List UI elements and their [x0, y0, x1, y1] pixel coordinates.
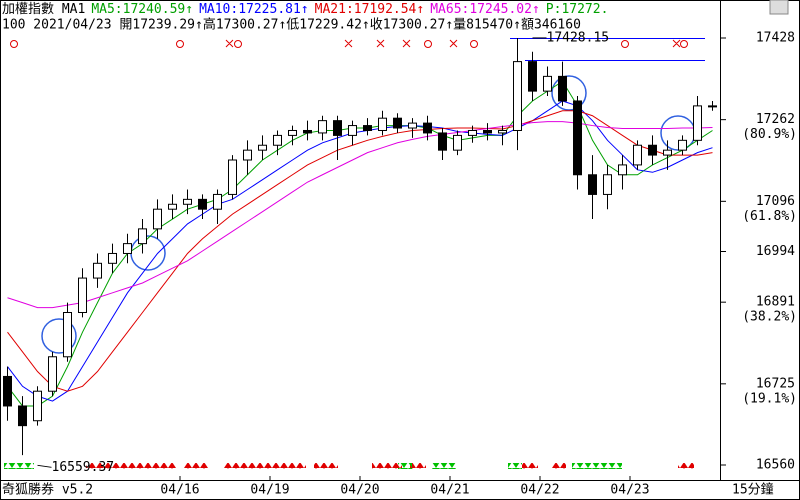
candle-body [468, 129, 477, 136]
candle-body [618, 164, 627, 176]
candle-body [318, 120, 327, 134]
x-tick-label: 04/21 [430, 483, 469, 498]
candle-body [603, 174, 612, 195]
candle-body [198, 198, 207, 210]
header-item: MA5:17240.59↑ [91, 2, 193, 17]
candle-body [348, 125, 357, 136]
candle-body [183, 198, 192, 205]
candle-body [663, 149, 672, 156]
candle-body [693, 105, 702, 141]
header-item: MA65:17245.02↑ [430, 2, 540, 17]
candle-body [33, 390, 42, 422]
candle-body [153, 208, 162, 230]
y-level-note: (61.8%) [742, 209, 797, 224]
bottom-markers [86, 463, 694, 469]
candle-body [408, 122, 417, 129]
scroll-button[interactable] [769, 0, 789, 15]
candle-body [168, 203, 177, 210]
y-tick-label: 16725 [756, 376, 795, 391]
candle-body [588, 174, 597, 195]
candle-body [498, 129, 507, 134]
candle-body [558, 75, 567, 102]
annotation: 16559.37 [52, 460, 115, 475]
signal-markers [10, 39, 688, 48]
annotation: 17428.15 [547, 30, 610, 45]
candle-body [303, 129, 312, 134]
y-tick-label: 16994 [756, 244, 795, 259]
candle-body [108, 252, 117, 264]
candle-body [18, 405, 27, 427]
header-line-1: 加權指數 MA1 MA5:17240.59↑ MA10:17225.81↑ MA21:… [2, 2, 608, 17]
header-item: MA10:17225.81↑ [199, 2, 309, 17]
header-item: MA21:17192.54↑ [315, 2, 425, 17]
candle-body [363, 125, 372, 131]
y-level-note: (38.2%) [742, 310, 797, 325]
candle-body [378, 117, 387, 131]
y-tick-label: 16891 [756, 295, 795, 310]
ma-line [7, 100, 713, 402]
candle-body [3, 375, 12, 407]
candle-body [243, 149, 252, 161]
footer-right: 15分鐘 [732, 482, 774, 498]
y-tick-label: 16560 [756, 458, 795, 473]
ma-line [7, 110, 713, 392]
candle-body [648, 144, 657, 156]
candle-body [48, 356, 57, 392]
candle-body [258, 144, 267, 151]
candle-body [138, 228, 147, 245]
candle-body [273, 134, 282, 146]
candle-body [288, 129, 297, 136]
candle-body [573, 100, 582, 176]
candle-body [333, 120, 342, 136]
x-tick-label: 04/20 [340, 483, 379, 498]
ma-line [7, 121, 713, 309]
candle-body [93, 262, 102, 279]
y-tick-label: 17262 [756, 112, 795, 127]
bottom-markers [4, 463, 622, 469]
candle-body [123, 243, 132, 254]
candle-body [483, 129, 492, 134]
header-item: P:17272. [546, 2, 609, 17]
x-tick-label: 04/16 [160, 483, 199, 498]
candle-body [708, 105, 717, 108]
candle-body [513, 61, 522, 131]
header-item: 加權指數 MA1 [2, 2, 85, 17]
x-tick-label: 04/19 [250, 483, 289, 498]
footer-left: 奇狐勝券 v5.2 [2, 482, 93, 498]
candle-body [678, 139, 687, 151]
y-tick-label: 17428 [756, 31, 795, 46]
candle-body [528, 61, 537, 92]
candle-body [393, 117, 402, 129]
candle-body [423, 122, 432, 134]
candle-body [228, 159, 237, 195]
y-level-note: (80.9%) [742, 127, 797, 142]
ma-line [7, 80, 713, 407]
candle-body [453, 134, 462, 151]
x-tick-label: 04/22 [520, 483, 559, 498]
y-tick-label: 17096 [756, 194, 795, 209]
candle-body [213, 193, 222, 210]
candle-body [63, 312, 72, 358]
x-tick-label: 04/23 [610, 483, 649, 498]
annotation-pointer [37, 464, 52, 468]
y-level-note: (19.1%) [742, 391, 797, 406]
header-line-2: 100 2021/04/23 開17239.29↑高17300.27↑低1722… [2, 17, 581, 33]
candle-body [438, 132, 447, 151]
candle-body [543, 75, 552, 92]
candle-body [633, 144, 642, 166]
candle-body [78, 277, 87, 313]
